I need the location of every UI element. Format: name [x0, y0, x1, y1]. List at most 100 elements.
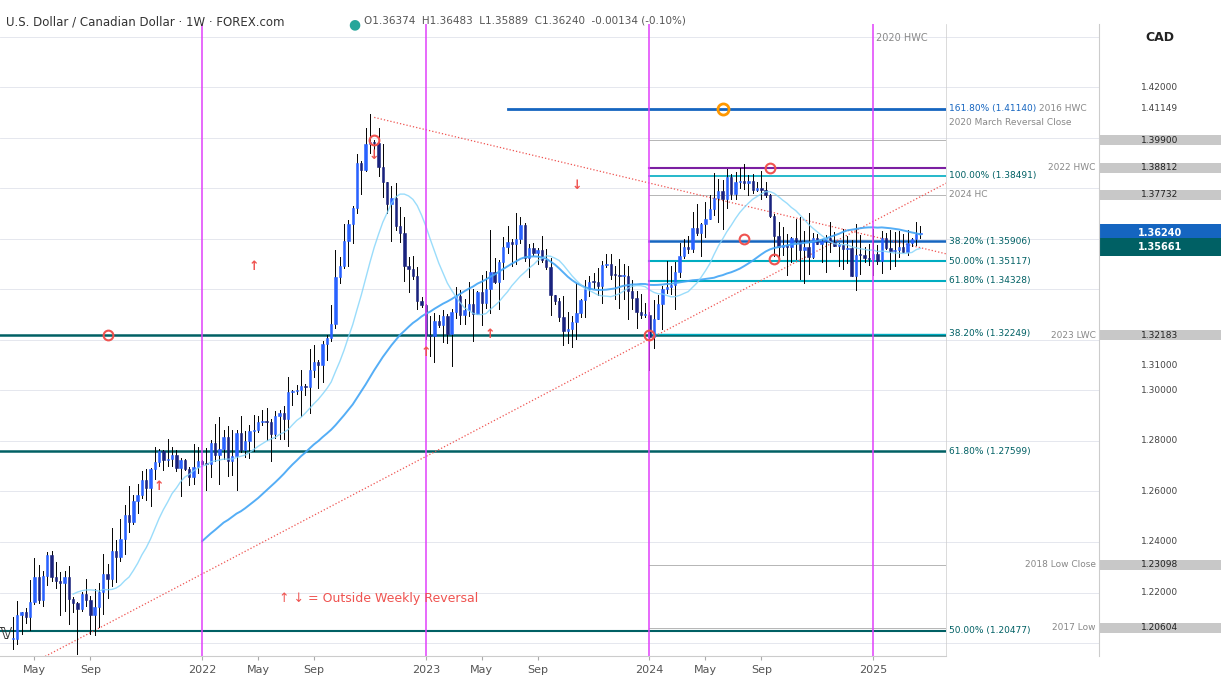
Bar [416, 275, 419, 301]
Bar [833, 242, 835, 245]
Bar [50, 555, 53, 577]
Bar [386, 182, 388, 204]
Bar [674, 272, 676, 285]
Text: 61.80% (1.27599): 61.80% (1.27599) [950, 447, 1031, 456]
Bar [597, 282, 600, 285]
Bar [355, 163, 358, 208]
Bar [29, 602, 32, 617]
Bar [433, 321, 436, 336]
Bar [391, 197, 393, 204]
Bar [799, 241, 801, 250]
Text: 2020 HWC: 2020 HWC [875, 33, 928, 44]
Bar [304, 386, 306, 387]
Bar [821, 241, 823, 244]
Text: 100.00% (1.38491): 100.00% (1.38491) [950, 171, 1037, 180]
Bar [618, 275, 620, 276]
Bar [498, 262, 501, 282]
Bar [106, 574, 109, 579]
Text: ↑: ↑ [420, 346, 431, 359]
Bar [21, 612, 23, 615]
Bar [734, 182, 736, 194]
Bar [580, 300, 582, 313]
Bar [429, 335, 431, 336]
Bar [309, 370, 311, 387]
Text: 2018 Low Close: 2018 Low Close [1024, 560, 1096, 569]
Bar [330, 324, 332, 338]
Bar [382, 167, 383, 182]
Bar [1099, 224, 1221, 242]
Text: 1.36240: 1.36240 [1138, 227, 1182, 238]
Bar [437, 321, 440, 325]
Text: 2024 HC: 2024 HC [950, 191, 988, 199]
Bar [120, 539, 122, 557]
Bar [248, 431, 250, 441]
Bar [725, 178, 728, 199]
Text: 50.00% (1.20477): 50.00% (1.20477) [950, 626, 1031, 635]
Bar [149, 469, 151, 488]
Bar [683, 247, 685, 256]
Bar [179, 460, 182, 468]
Bar [524, 225, 526, 258]
Text: 1.22000: 1.22000 [1142, 588, 1178, 597]
Text: 1.26000: 1.26000 [1142, 487, 1178, 496]
Bar [623, 275, 625, 276]
Bar [545, 260, 547, 267]
Bar [270, 422, 272, 434]
Bar [739, 181, 741, 182]
Bar [652, 319, 654, 337]
Bar [764, 190, 767, 195]
Text: 1.35661: 1.35661 [1138, 242, 1182, 252]
Text: 2023 LWC: 2023 LWC [1051, 331, 1096, 339]
Bar [790, 238, 792, 247]
Bar [635, 298, 637, 311]
Bar [679, 256, 681, 272]
Bar [643, 314, 646, 315]
Bar [137, 495, 139, 501]
Bar [860, 254, 862, 255]
Bar [55, 577, 57, 581]
Bar [897, 247, 900, 251]
Bar [846, 248, 849, 249]
Bar [210, 443, 212, 464]
Bar [175, 455, 177, 468]
Text: 1.30000: 1.30000 [1142, 386, 1178, 395]
Text: O1.36374  H1.36483  L1.35889  C1.36240  -0.00134 (-0.10%): O1.36374 H1.36483 L1.35889 C1.36240 -0.0… [364, 15, 686, 25]
Bar [184, 460, 186, 469]
Bar [454, 296, 457, 312]
Bar [59, 581, 61, 583]
Bar [201, 461, 204, 464]
Bar [132, 501, 134, 522]
Bar [145, 480, 148, 488]
Bar [171, 455, 173, 460]
Bar [111, 550, 114, 579]
Bar [880, 238, 883, 262]
Text: 1.32183: 1.32183 [1142, 331, 1178, 339]
Bar [575, 313, 578, 322]
Bar [911, 238, 913, 243]
Bar [38, 577, 40, 600]
Bar [283, 413, 284, 419]
Bar [906, 243, 908, 252]
Bar [162, 451, 165, 460]
Bar [670, 285, 673, 288]
Text: 2020 March Reversal Close: 2020 March Reversal Close [950, 118, 1072, 127]
Text: 38.20% (1.35906): 38.20% (1.35906) [950, 236, 1031, 246]
Bar [425, 305, 427, 335]
Text: 𝕋𝕍: 𝕋𝕍 [0, 627, 13, 642]
Bar [662, 289, 663, 304]
Bar [696, 228, 698, 233]
Bar [687, 247, 690, 249]
Bar [326, 338, 328, 344]
Bar [231, 456, 233, 461]
Bar [399, 226, 402, 233]
Bar [394, 197, 397, 226]
Bar [691, 228, 694, 249]
Bar [313, 361, 315, 370]
Bar [756, 189, 758, 190]
Text: 1.42000: 1.42000 [1142, 83, 1178, 92]
Bar [752, 180, 753, 190]
Bar [377, 143, 380, 167]
Bar [708, 209, 711, 219]
Bar [369, 142, 371, 144]
Bar [188, 469, 190, 477]
